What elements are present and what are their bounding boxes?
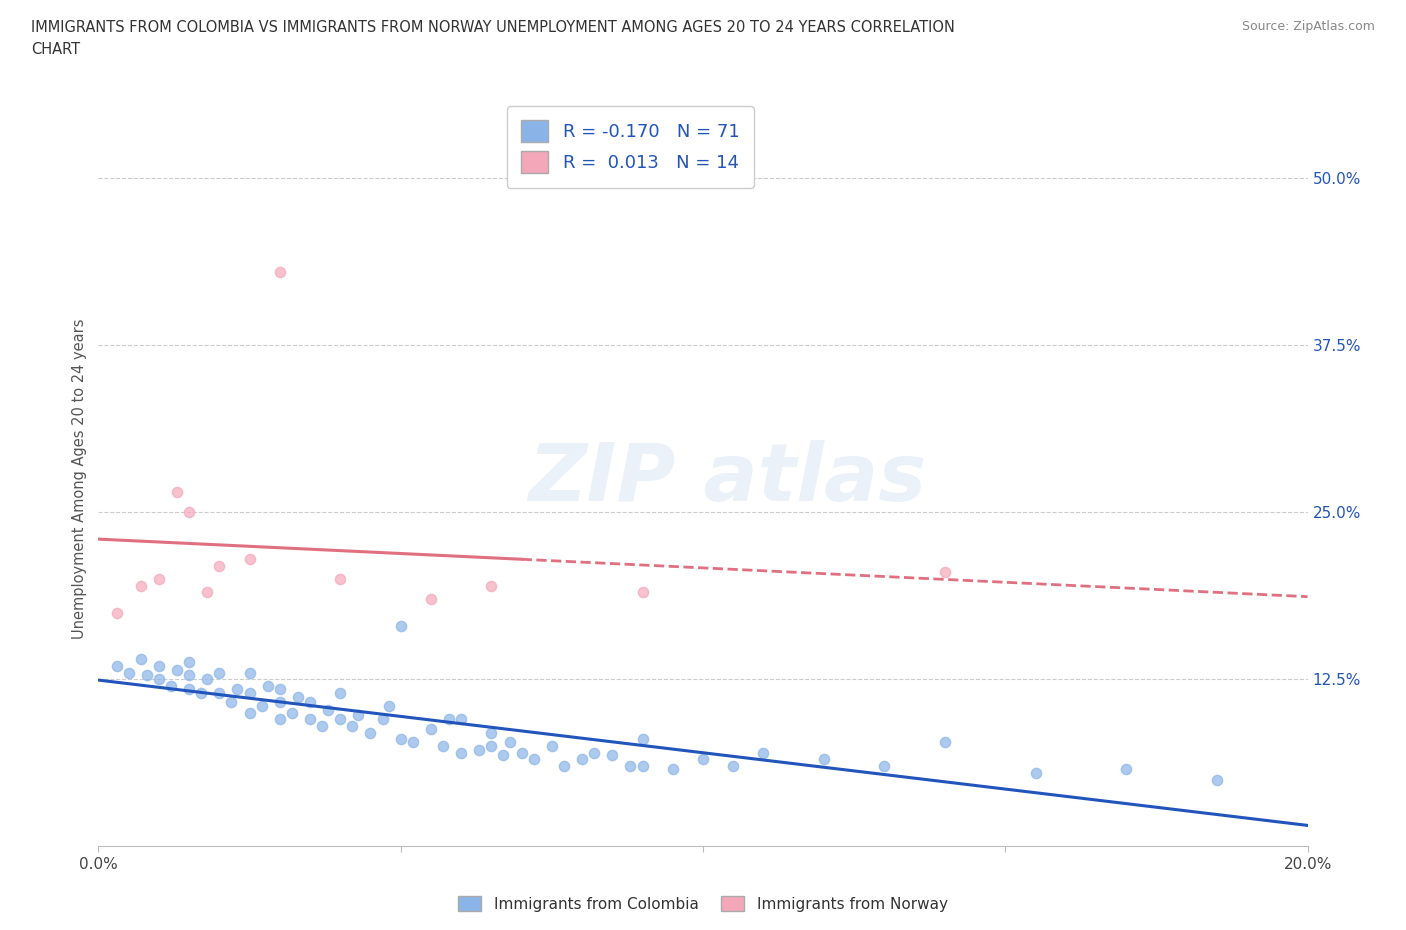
Point xyxy=(129,578,152,593)
Point xyxy=(250,698,273,713)
Y-axis label: Unemployment Among Ages 20 to 24 years: Unemployment Among Ages 20 to 24 years xyxy=(72,319,87,639)
Text: CHART: CHART xyxy=(31,42,80,57)
Point xyxy=(571,752,593,767)
Point xyxy=(389,618,412,633)
Point xyxy=(208,558,231,573)
Point xyxy=(437,712,460,727)
Point xyxy=(873,759,896,774)
Point xyxy=(492,748,515,763)
Point xyxy=(481,578,503,593)
Point xyxy=(389,732,412,747)
Point xyxy=(311,719,333,734)
Point xyxy=(481,725,503,740)
Point xyxy=(316,702,339,717)
Point xyxy=(239,705,262,720)
Point xyxy=(420,722,443,737)
Point xyxy=(450,712,472,727)
Point xyxy=(631,759,654,774)
Point xyxy=(523,752,546,767)
Point xyxy=(148,671,170,686)
Point xyxy=(135,668,157,683)
Point xyxy=(269,682,291,697)
Point xyxy=(166,662,188,677)
Point xyxy=(498,735,520,750)
Point xyxy=(105,658,128,673)
Point xyxy=(105,605,128,620)
Text: IMMIGRANTS FROM COLOMBIA VS IMMIGRANTS FROM NORWAY UNEMPLOYMENT AMONG AGES 20 TO: IMMIGRANTS FROM COLOMBIA VS IMMIGRANTS F… xyxy=(31,20,955,35)
Point xyxy=(631,585,654,600)
Point xyxy=(402,735,425,750)
Point xyxy=(226,682,249,697)
Point xyxy=(619,759,641,774)
Point xyxy=(179,505,201,520)
Point xyxy=(239,685,262,700)
Point xyxy=(450,745,472,760)
Point xyxy=(661,762,683,777)
Point xyxy=(299,712,322,727)
Point xyxy=(118,665,141,680)
Point xyxy=(269,712,291,727)
Point xyxy=(631,732,654,747)
Point xyxy=(269,264,291,279)
Point xyxy=(179,682,201,697)
Point xyxy=(342,719,364,734)
Point xyxy=(583,745,606,760)
Point xyxy=(752,745,775,760)
Point xyxy=(239,665,262,680)
Point xyxy=(148,572,170,587)
Point xyxy=(371,712,394,727)
Point xyxy=(208,665,231,680)
Point xyxy=(166,485,188,499)
Point xyxy=(510,745,533,760)
Point xyxy=(179,655,201,670)
Point xyxy=(239,551,262,566)
Point xyxy=(221,695,243,710)
Text: ZIP atlas: ZIP atlas xyxy=(529,440,927,518)
Legend: R = -0.170   N = 71, R =  0.013   N = 14: R = -0.170 N = 71, R = 0.013 N = 14 xyxy=(508,106,754,188)
Point xyxy=(1206,772,1229,787)
Point xyxy=(934,565,956,580)
Point xyxy=(329,712,352,727)
Text: Source: ZipAtlas.com: Source: ZipAtlas.com xyxy=(1241,20,1375,33)
Point xyxy=(160,679,183,694)
Point xyxy=(208,685,231,700)
Point xyxy=(195,671,218,686)
Point xyxy=(195,585,218,600)
Point xyxy=(692,752,714,767)
Point xyxy=(934,735,956,750)
Point xyxy=(813,752,835,767)
Point xyxy=(468,743,491,758)
Point xyxy=(1024,765,1046,780)
Point xyxy=(347,708,370,723)
Point xyxy=(148,658,170,673)
Point xyxy=(602,748,624,763)
Point xyxy=(360,725,382,740)
Point xyxy=(190,685,212,700)
Point xyxy=(723,759,745,774)
Point xyxy=(299,695,322,710)
Point xyxy=(377,698,399,713)
Point xyxy=(329,572,352,587)
Point xyxy=(287,689,309,704)
Point xyxy=(329,685,352,700)
Point xyxy=(281,705,304,720)
Point xyxy=(540,738,562,753)
Legend: Immigrants from Colombia, Immigrants from Norway: Immigrants from Colombia, Immigrants fro… xyxy=(453,889,953,918)
Point xyxy=(129,652,152,667)
Point xyxy=(179,668,201,683)
Point xyxy=(269,695,291,710)
Point xyxy=(1115,762,1137,777)
Point xyxy=(553,759,575,774)
Point xyxy=(432,738,454,753)
Point xyxy=(420,591,443,606)
Point xyxy=(481,738,503,753)
Point xyxy=(256,679,278,694)
